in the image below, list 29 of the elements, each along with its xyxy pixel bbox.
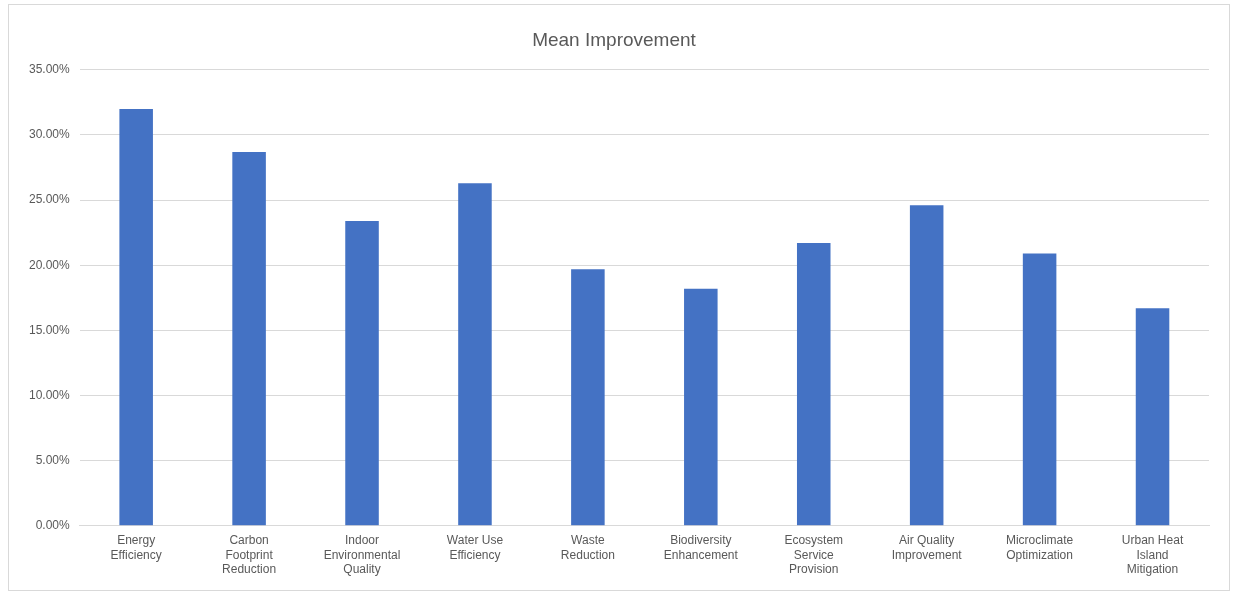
x-tick-label: Energy Efficiency bbox=[110, 533, 162, 562]
bar bbox=[571, 269, 605, 526]
bar bbox=[1135, 308, 1170, 526]
y-tick-label: 25.00% bbox=[29, 192, 71, 207]
bar bbox=[796, 243, 831, 526]
y-tick-label: 35.00% bbox=[29, 62, 71, 77]
x-tick-label: Urban Heat Island Mitigation bbox=[1121, 533, 1184, 577]
bar bbox=[345, 220, 379, 526]
x-tick-label: Water Use Efficiency bbox=[446, 533, 504, 562]
bar bbox=[909, 205, 944, 526]
y-tick-label: 20.00% bbox=[29, 257, 71, 272]
y-tick-label: 30.00% bbox=[29, 127, 71, 142]
x-tick-label: Indoor Environmental Quality bbox=[323, 533, 401, 577]
x-tick-label: Ecosystem Service Provision bbox=[784, 533, 844, 577]
x-tick-label: Biodiversity Enhancement bbox=[663, 533, 739, 562]
x-tick-label: Air Quality Improvement bbox=[891, 533, 963, 562]
x-tick-label: Waste Reduction bbox=[560, 533, 615, 562]
y-tick-label: 15.00% bbox=[29, 322, 71, 337]
y-tick-label: 0.00% bbox=[35, 518, 71, 533]
bar bbox=[119, 108, 153, 526]
chart-title: Mean Improvement bbox=[532, 28, 697, 50]
x-tick-label: Microclimate Optimization bbox=[1005, 533, 1074, 562]
bar bbox=[232, 151, 266, 526]
bar bbox=[458, 183, 492, 526]
bar bbox=[684, 288, 718, 526]
y-tick-label: 10.00% bbox=[29, 387, 71, 402]
x-tick-label: Carbon Footprint Reduction bbox=[222, 533, 277, 577]
y-tick-label: 5.00% bbox=[35, 452, 71, 467]
bar bbox=[1022, 253, 1057, 526]
